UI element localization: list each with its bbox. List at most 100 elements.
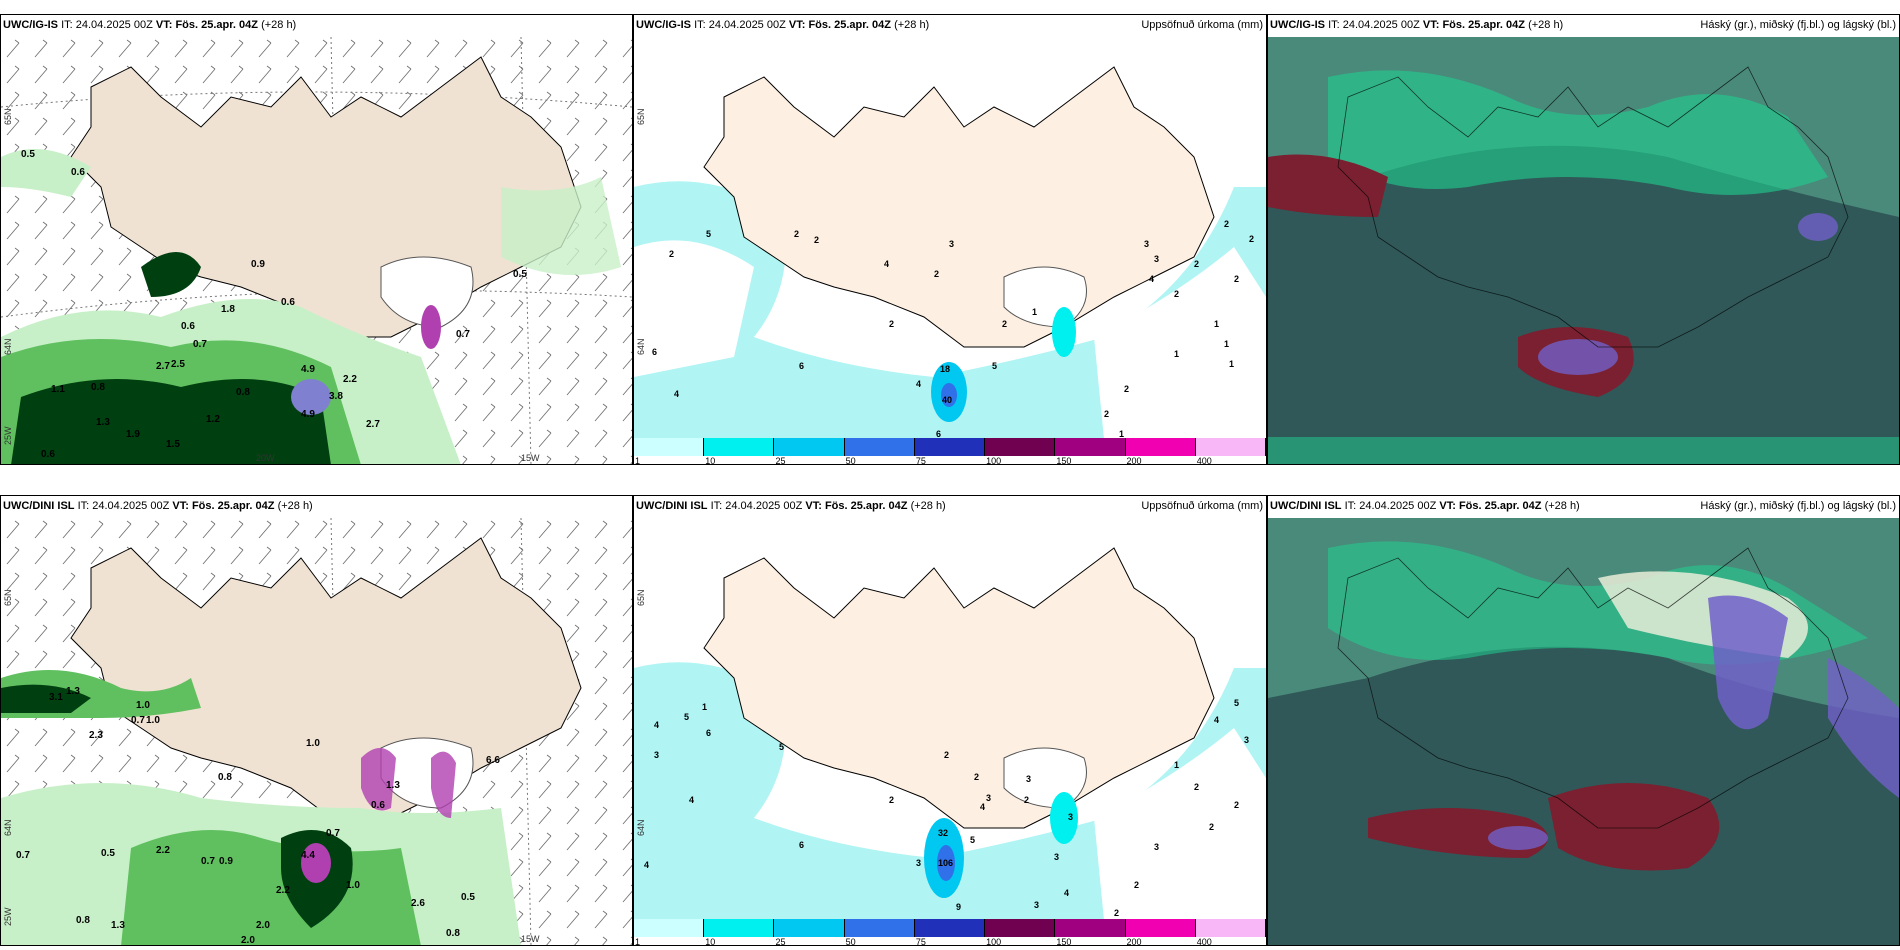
lon-label: 15W <box>521 453 540 463</box>
label: 3.8 <box>329 391 343 402</box>
colorbar-tick: 75 <box>915 456 926 465</box>
label: 0.6 <box>41 449 55 460</box>
label: 2 <box>1194 259 1199 269</box>
label: 6 <box>799 361 804 371</box>
label: 2 <box>944 750 949 760</box>
colorbar-swatch <box>634 919 705 937</box>
label: 3 <box>1244 735 1249 745</box>
label: 2 <box>974 772 979 782</box>
label: 3 <box>1026 774 1031 784</box>
panel-accum-precip-igis: UWC/IG-IS IT: 24.04.2025 00Z VT: Fös. 25… <box>633 14 1267 465</box>
colorbar: 1 10 25 50 75 100 150 200 400 <box>634 438 1266 464</box>
label: 1 <box>1229 359 1234 369</box>
colorbar-tick: 200 <box>1126 937 1142 946</box>
label: 2 <box>794 229 799 239</box>
label: 0.7 <box>193 339 207 350</box>
colorbar-tick: 150 <box>1056 456 1072 465</box>
colorbar-swatch <box>844 919 915 937</box>
label: 3.1 <box>49 692 63 703</box>
panel-cloud-cover-dini: UWC/DINI ISL IT: 24.04.2025 00Z VT: Fös.… <box>1267 495 1900 946</box>
label: 4 <box>980 802 985 812</box>
colorbar-tick: 150 <box>1056 937 1072 946</box>
lon-label: 25W <box>3 907 13 926</box>
colorbar-tick: 25 <box>775 937 786 946</box>
label: 1.9 <box>126 429 140 440</box>
colorbar-swatch <box>704 919 775 937</box>
label: 2.7 <box>156 361 170 372</box>
panel-accum-precip-dini: UWC/DINI ISL IT: 24.04.2025 00Z VT: Fös.… <box>633 495 1267 946</box>
colorbar-tick: 25 <box>775 456 786 465</box>
label: 4 <box>689 795 694 805</box>
label: 4.9 <box>301 409 315 420</box>
label: 5 <box>1234 698 1239 708</box>
label: 2 <box>889 795 894 805</box>
label: 0.6 <box>181 321 195 332</box>
label: 2 <box>1114 908 1119 918</box>
label: 3 <box>1068 812 1073 822</box>
label: 4 <box>1064 888 1069 898</box>
label: 6.6 <box>486 755 500 766</box>
label: 5 <box>706 229 711 239</box>
label: 9 <box>956 902 961 912</box>
label: 0.8 <box>446 928 460 939</box>
label: 1 <box>1214 319 1219 329</box>
label: 3 <box>1154 842 1159 852</box>
colorbar: 1 10 25 50 75 100 150 200 400 <box>634 919 1266 945</box>
lon-label: 20W <box>256 453 275 463</box>
label: 5 <box>992 361 997 371</box>
label: 2 <box>1002 319 1007 329</box>
colorbar-swatch <box>1125 919 1196 937</box>
label: 6 <box>652 347 657 357</box>
label: 1 <box>1224 339 1229 349</box>
label: 2.5 <box>171 359 185 370</box>
lon-label: 15W <box>521 934 540 944</box>
panel-precip-wind-dini: UWC/DINI ISL IT: 24.04.2025 00Z VT: Fös.… <box>0 495 633 946</box>
label: 2 <box>1249 234 1254 244</box>
cloud-cover-map <box>1268 518 1899 945</box>
lat-label: 64N <box>636 338 646 355</box>
label: 2 <box>814 235 819 245</box>
label: 5 <box>779 742 784 752</box>
label: 0.7 <box>456 329 470 340</box>
colorbar-tick: 1 <box>635 937 641 946</box>
colorbar-swatch <box>844 438 915 456</box>
label: 3 <box>1154 254 1159 264</box>
colorbar-tick: 400 <box>1196 937 1212 946</box>
label: 0.9 <box>219 856 233 867</box>
label: 0.7 <box>201 856 215 867</box>
lat-label: 65N <box>636 589 646 606</box>
label: 0.8 <box>218 772 232 783</box>
label: 0.6 <box>371 800 385 811</box>
colorbar-tick: 50 <box>845 937 856 946</box>
label: 4 <box>644 860 649 870</box>
colorbar-swatch <box>1055 919 1126 937</box>
colorbar-tick: 200 <box>1126 456 1142 465</box>
colorbar-tick: 75 <box>915 937 926 946</box>
label: 2 <box>1024 795 1029 805</box>
label: 2 <box>1174 289 1179 299</box>
panel-title: UWC/DINI ISL IT: 24.04.2025 00Z VT: Fös.… <box>1270 500 1580 512</box>
panel-cloud-cover-igis: UWC/IG-IS IT: 24.04.2025 00Z VT: Fös. 25… <box>1267 14 1900 465</box>
label: 3 <box>949 239 954 249</box>
accum-precip-map: 2 5 2 2 4 3 2 6 4 2 6 4 18 40 6 5 1 2 3 … <box>634 66 1266 439</box>
colorbar-tick: 50 <box>845 456 856 465</box>
colorbar-swatch <box>634 438 705 456</box>
label: 1.2 <box>206 414 220 425</box>
panel-title: UWC/DINI ISL IT: 24.04.2025 00Z VT: Fös.… <box>636 500 946 512</box>
label: 0.5 <box>21 149 35 160</box>
label: 3 <box>916 858 921 868</box>
label: 0.5 <box>101 848 115 859</box>
label: 2 <box>889 319 894 329</box>
label: 18 <box>940 364 950 374</box>
label: 2 <box>1234 274 1239 284</box>
label: 4 <box>654 720 659 730</box>
label: 4 <box>884 259 889 269</box>
label: 6 <box>936 429 941 439</box>
lat-label: 64N <box>636 819 646 836</box>
colorbar-swatch <box>914 438 986 456</box>
label: 0.7 <box>326 828 340 839</box>
colorbar-swatch <box>774 438 845 456</box>
label: 2.0 <box>241 935 255 946</box>
colorbar-swatch <box>1125 438 1196 456</box>
panel-title: UWC/DINI ISL IT: 24.04.2025 00Z VT: Fös.… <box>3 500 313 512</box>
